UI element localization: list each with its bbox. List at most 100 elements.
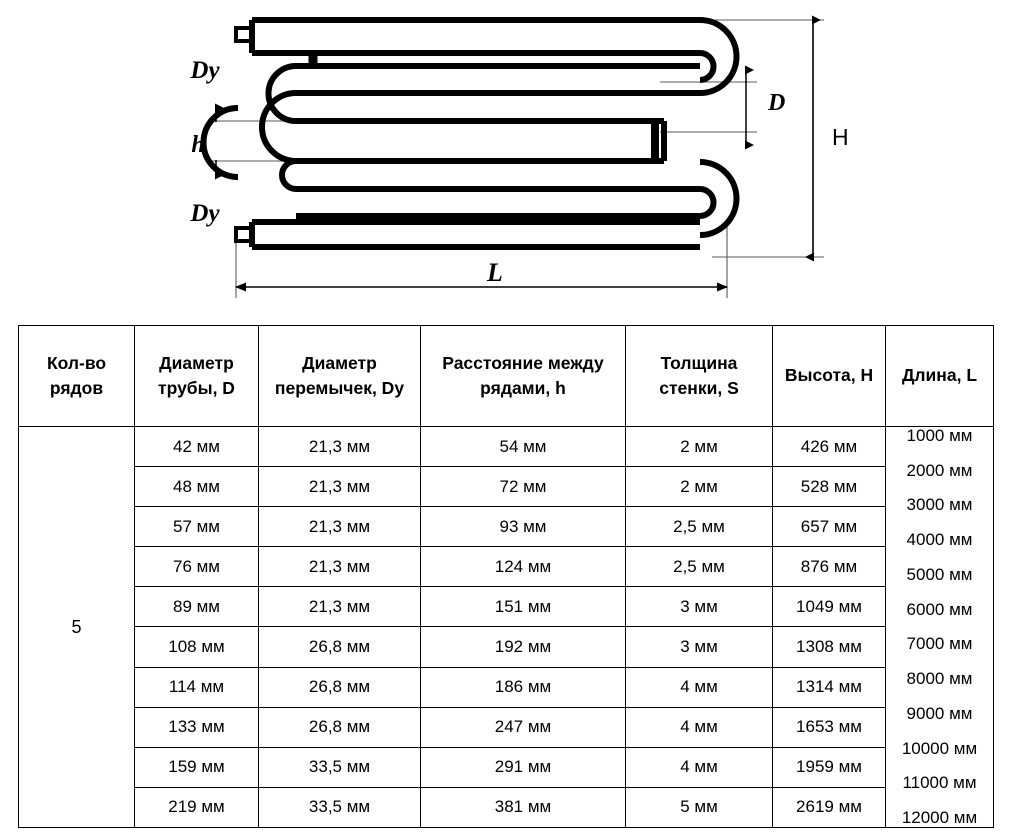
- list-item: 1000 мм: [906, 426, 973, 445]
- cell-height: 2619 мм: [772, 786, 886, 829]
- cell-row-spacing: 124 мм: [420, 546, 626, 588]
- cell-row-spacing: 151 мм: [420, 586, 626, 628]
- cell-height: 1653 мм: [772, 706, 886, 748]
- table-row: 108 мм 26,8 мм 192 мм 3 мм 1308 мм: [19, 626, 994, 668]
- list-item: 12000 мм: [901, 808, 978, 828]
- cell-bridge-diameter: 33,5 мм: [258, 746, 421, 788]
- label-h-spacing: h: [191, 132, 204, 158]
- cell-bridge-diameter: 21,3 мм: [258, 586, 421, 628]
- list-item: 9000 мм: [906, 703, 973, 723]
- cell-bridge-diameter: 26,8 мм: [258, 666, 421, 708]
- cell-bridge-diameter: 26,8 мм: [258, 626, 421, 668]
- cell-wall-thickness: 5 мм: [625, 786, 773, 829]
- label-h-height: H: [832, 124, 849, 150]
- cell-wall-thickness: 2 мм: [625, 425, 773, 468]
- cell-length-list: 1000 мм 2000 мм 3000 мм 4000 мм 5000 мм …: [885, 426, 994, 828]
- cell-height: 1959 мм: [772, 746, 886, 788]
- cell-pipe-diameter: 219 мм: [134, 786, 259, 829]
- cell-wall-thickness: 3 мм: [625, 626, 773, 668]
- header-line-2: трубы, D: [158, 378, 235, 398]
- list-item: 3000 мм: [906, 495, 973, 515]
- pipe-outline: [200, 17, 740, 250]
- cell-row-spacing: 192 мм: [420, 626, 626, 668]
- cell-height: 657 мм: [772, 506, 886, 548]
- specification-table-container: Кол-во рядов Диаметр трубы, D Диаметр пе…: [18, 325, 994, 829]
- cell-height: 528 мм: [772, 466, 886, 508]
- header-line-1: Толщина: [660, 352, 738, 373]
- cell-wall-thickness: 4 мм: [625, 666, 773, 708]
- cell-height: 1049 мм: [772, 586, 886, 628]
- cell-wall-thickness: 2,5 мм: [625, 506, 773, 548]
- cell-pipe-diameter: 89 мм: [134, 586, 259, 628]
- label-d-diameter: D: [767, 90, 785, 116]
- cell-height: 426 мм: [772, 425, 886, 468]
- cell-row-spacing: 72 мм: [420, 466, 626, 508]
- header-line-2: стенки, S: [659, 378, 739, 398]
- cell-pipe-diameter: 76 мм: [134, 546, 259, 588]
- cell-bridge-diameter: 26,8 мм: [258, 706, 421, 748]
- header-line-2: перемычек, Dy: [274, 378, 405, 398]
- table-body: 5 42 мм 21,3 мм 54 мм 2 мм 426 мм 1000 м…: [18, 425, 994, 829]
- cell-pipe-diameter: 114 мм: [134, 666, 259, 708]
- cell-wall-thickness: 4 мм: [625, 706, 773, 748]
- cell-height: 1314 мм: [772, 666, 886, 708]
- cell-pipe-diameter: 42 мм: [134, 425, 259, 468]
- cell-row-spacing: 93 мм: [420, 506, 626, 548]
- cell-row-spacing: 291 мм: [420, 746, 626, 788]
- table-row: 159 мм 33,5 мм 291 мм 4 мм 1959 мм: [19, 746, 994, 788]
- cell-pipe-diameter: 48 мм: [134, 466, 259, 508]
- column-header-pipe-diameter: Диаметр трубы, D: [134, 325, 259, 427]
- column-header-wall-thickness: Толщина стенки, S: [625, 325, 773, 427]
- header-line-1: Кол-во: [46, 352, 107, 373]
- table-header-row: Кол-во рядов Диаметр трубы, D Диаметр пе…: [18, 325, 994, 427]
- cell-bridge-diameter: 21,3 мм: [258, 466, 421, 508]
- list-item: 10000 мм: [901, 738, 978, 758]
- table-row: 114 мм 26,8 мм 186 мм 4 мм 1314 мм: [19, 666, 994, 708]
- length-options-list: 1000 мм 2000 мм 3000 мм 4000 мм 5000 мм …: [886, 427, 993, 827]
- list-item: 7000 мм: [906, 634, 973, 654]
- header-line-2: рядов: [49, 378, 104, 398]
- cell-wall-thickness: 4 мм: [625, 746, 773, 788]
- cell-bridge-diameter: 21,3 мм: [258, 506, 421, 548]
- cell-wall-thickness: 2,5 мм: [625, 546, 773, 588]
- column-header-length: Длина, L: [885, 325, 994, 427]
- dy-bridge-connectors: [308, 53, 659, 224]
- table-row: 57 мм 21,3 мм 93 мм 2,5 мм 657 мм: [19, 506, 994, 548]
- cell-wall-thickness: 2 мм: [625, 466, 773, 508]
- column-header-row-spacing: Расстояние между рядами, h: [420, 325, 626, 427]
- cell-bridge-diameter: 33,5 мм: [258, 786, 421, 829]
- table-row: 133 мм 26,8 мм 247 мм 4 мм 1653 мм: [19, 706, 994, 748]
- cell-row-spacing: 54 мм: [420, 425, 626, 468]
- cell-pipe-diameter: 57 мм: [134, 506, 259, 548]
- table-row: 219 мм 33,5 мм 381 мм 5 мм 2619 мм: [19, 786, 994, 829]
- header-line-1: Высота, H: [784, 365, 874, 386]
- header-line-2: рядами, h: [480, 378, 566, 398]
- label-dy-bottom: Dy: [189, 200, 220, 227]
- nozzle-stub: [234, 26, 255, 243]
- list-item: 2000 мм: [906, 460, 973, 480]
- list-item: 5000 мм: [906, 564, 973, 584]
- column-header-rows-count: Кол-во рядов: [18, 325, 135, 427]
- list-item: 11000 мм: [902, 773, 977, 793]
- cell-row-spacing: 381 мм: [420, 786, 626, 829]
- list-item: 6000 мм: [906, 599, 973, 619]
- cell-row-spacing: 247 мм: [420, 706, 626, 748]
- register-schematic-svg: Dy Dy h D H L: [189, 15, 849, 298]
- cell-height: 1308 мм: [772, 626, 886, 668]
- label-dy-top: Dy: [189, 57, 220, 84]
- header-line-1: Расстояние между: [442, 352, 604, 373]
- header-line-1: Диаметр: [302, 352, 377, 373]
- cell-row-spacing: 186 мм: [420, 666, 626, 708]
- table-row: 5 42 мм 21,3 мм 54 мм 2 мм 426 мм 1000 м…: [18, 425, 994, 828]
- cell-rows-count: 5: [18, 426, 135, 828]
- cell-pipe-diameter: 159 мм: [134, 746, 259, 788]
- column-header-bridge-diameter: Диаметр перемычек, Dy: [258, 325, 421, 427]
- cell-pipe-diameter: 133 мм: [134, 706, 259, 748]
- specification-table: Кол-во рядов Диаметр трубы, D Диаметр пе…: [18, 325, 994, 829]
- table-row: 76 мм 21,3 мм 124 мм 2,5 мм 876 мм: [19, 546, 994, 588]
- cell-height: 876 мм: [772, 546, 886, 588]
- list-item: 4000 мм: [906, 530, 973, 550]
- cell-bridge-diameter: 21,3 мм: [258, 425, 421, 468]
- table-row: 89 мм 21,3 мм 151 мм 3 мм 1049 мм: [19, 586, 994, 628]
- header-line-1: Диаметр: [159, 352, 234, 373]
